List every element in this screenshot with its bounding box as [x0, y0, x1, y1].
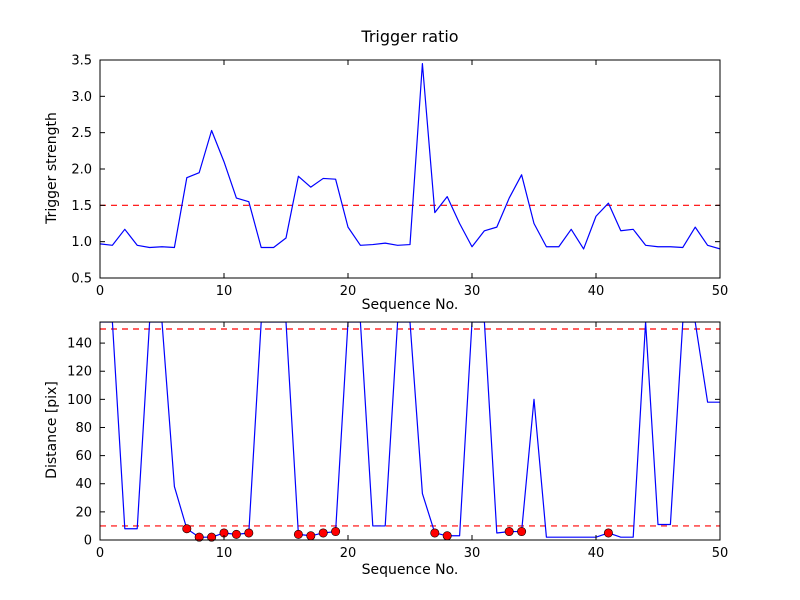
x-tick-label: 40: [588, 284, 605, 299]
y-tick-label: 60: [75, 449, 92, 464]
trigger-strength-line: [100, 63, 720, 250]
y-tick-label: 100: [67, 393, 92, 408]
distance-event-marker: [603, 528, 613, 538]
top-x-axis-label: Sequence No.: [361, 297, 459, 313]
y-tick-label: 40: [75, 477, 92, 492]
x-tick-label: 10: [216, 546, 233, 561]
distance-event-marker: [318, 528, 328, 538]
distance-event-marker: [504, 527, 514, 537]
x-tick-label: 20: [340, 546, 357, 561]
y-tick-label: 3.5: [71, 54, 92, 69]
top-y-axis-label: Trigger strength: [44, 112, 60, 224]
distance-event-marker: [293, 529, 303, 539]
bottom-y-axis-label: Distance [pix]: [44, 381, 60, 479]
y-tick-label: 3.0: [71, 90, 92, 105]
distance-event-marker: [182, 524, 192, 534]
y-tick-label: 1.5: [71, 199, 92, 214]
x-tick-label: 0: [96, 284, 104, 299]
chart-title: Trigger ratio: [361, 27, 459, 46]
distance-event-marker: [244, 528, 254, 538]
x-tick-label: 20: [340, 284, 357, 299]
y-tick-label: 120: [67, 365, 92, 380]
y-tick-label: 0.5: [71, 272, 92, 287]
y-tick-label: 2.0: [71, 163, 92, 178]
y-tick-label: 0: [84, 534, 92, 549]
x-tick-label: 50: [712, 284, 729, 299]
x-tick-label: 10: [216, 284, 233, 299]
distance-axes-border: [99, 321, 721, 541]
distance-event-marker: [517, 527, 527, 537]
distance-event-marker: [331, 527, 341, 537]
x-tick-label: 40: [588, 546, 605, 561]
x-tick-label: 0: [96, 546, 104, 561]
distance-event-marker: [194, 532, 204, 542]
y-tick-label: 140: [67, 337, 92, 352]
distance-line: [100, 322, 720, 538]
y-tick-label: 2.5: [71, 126, 92, 141]
trigger-strength-axes-border: [99, 59, 721, 279]
x-tick-label: 50: [712, 546, 729, 561]
bottom-x-axis-label: Sequence No.: [361, 562, 459, 578]
distance-event-marker: [306, 531, 316, 541]
y-tick-label: 20: [75, 505, 92, 520]
y-tick-label: 80: [75, 421, 92, 436]
distance-event-marker: [207, 532, 217, 542]
distance-event-marker: [231, 529, 241, 539]
x-tick-label: 30: [464, 284, 481, 299]
y-tick-label: 1.0: [71, 235, 92, 250]
distance-event-marker: [442, 531, 452, 541]
distance-event-marker: [430, 528, 440, 538]
x-tick-label: 30: [464, 546, 481, 561]
